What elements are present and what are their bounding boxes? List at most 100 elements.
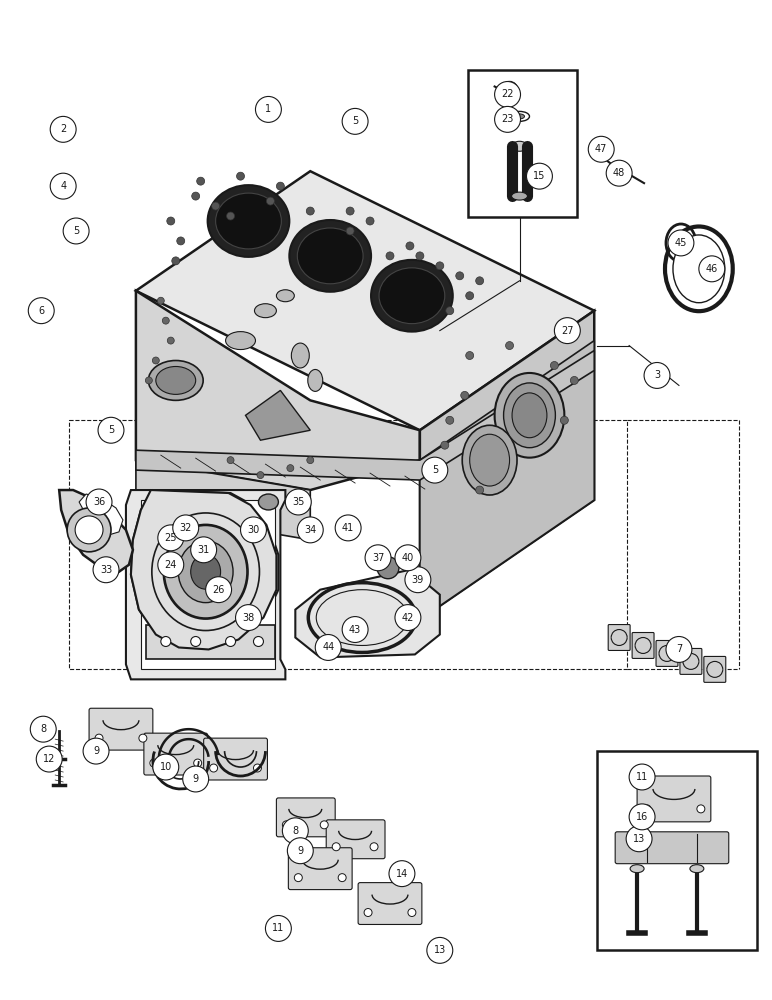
Circle shape <box>157 552 184 578</box>
Circle shape <box>36 746 63 772</box>
Text: 23: 23 <box>501 114 513 124</box>
Circle shape <box>364 909 372 916</box>
Ellipse shape <box>469 434 510 486</box>
Circle shape <box>29 298 54 324</box>
Circle shape <box>253 764 262 772</box>
FancyBboxPatch shape <box>608 625 630 650</box>
Circle shape <box>338 874 346 882</box>
Ellipse shape <box>215 193 281 249</box>
Circle shape <box>86 489 112 515</box>
Polygon shape <box>136 291 420 490</box>
Text: 3: 3 <box>654 370 660 380</box>
FancyBboxPatch shape <box>327 820 385 859</box>
Text: 11: 11 <box>273 923 285 933</box>
Text: 37: 37 <box>372 553 384 563</box>
Circle shape <box>287 465 294 472</box>
Text: 5: 5 <box>432 465 438 475</box>
Text: 31: 31 <box>198 545 210 555</box>
Circle shape <box>283 821 290 829</box>
Text: 36: 36 <box>93 497 105 507</box>
Polygon shape <box>296 570 440 657</box>
Text: 11: 11 <box>636 772 648 782</box>
Circle shape <box>205 577 232 603</box>
Circle shape <box>436 262 444 270</box>
Ellipse shape <box>495 373 564 458</box>
Circle shape <box>366 217 374 225</box>
FancyBboxPatch shape <box>704 656 726 682</box>
Text: 9: 9 <box>297 846 303 856</box>
Polygon shape <box>146 625 276 659</box>
Ellipse shape <box>379 268 445 324</box>
Circle shape <box>257 472 264 479</box>
Ellipse shape <box>308 369 323 391</box>
Circle shape <box>236 172 245 180</box>
Circle shape <box>629 764 655 790</box>
Circle shape <box>560 416 568 424</box>
Text: 2: 2 <box>60 124 66 134</box>
Polygon shape <box>141 500 276 669</box>
Text: 27: 27 <box>561 326 574 336</box>
Circle shape <box>389 861 415 887</box>
Circle shape <box>67 508 111 552</box>
Circle shape <box>50 173 76 199</box>
Ellipse shape <box>191 555 219 588</box>
Circle shape <box>172 257 180 265</box>
Text: 5: 5 <box>108 425 114 435</box>
Ellipse shape <box>191 554 221 589</box>
Ellipse shape <box>151 512 260 632</box>
Circle shape <box>406 242 414 250</box>
Text: 5: 5 <box>73 226 80 236</box>
Circle shape <box>476 486 483 494</box>
Ellipse shape <box>297 228 363 284</box>
Polygon shape <box>136 460 310 540</box>
Circle shape <box>210 764 218 772</box>
Circle shape <box>153 754 179 780</box>
Circle shape <box>294 874 303 882</box>
Text: 38: 38 <box>242 613 255 623</box>
Text: 13: 13 <box>434 945 446 955</box>
Circle shape <box>550 362 558 369</box>
Circle shape <box>666 637 692 662</box>
Circle shape <box>408 909 416 916</box>
Text: 8: 8 <box>40 724 46 734</box>
Circle shape <box>161 637 171 646</box>
Circle shape <box>315 635 341 660</box>
Text: 45: 45 <box>675 238 687 248</box>
Ellipse shape <box>510 111 530 121</box>
FancyBboxPatch shape <box>680 648 702 674</box>
Circle shape <box>63 218 89 244</box>
Text: 47: 47 <box>595 144 608 154</box>
Ellipse shape <box>208 185 290 257</box>
Circle shape <box>495 82 520 107</box>
Ellipse shape <box>673 235 725 303</box>
Circle shape <box>306 457 313 464</box>
Circle shape <box>95 734 103 742</box>
Circle shape <box>370 843 378 851</box>
Ellipse shape <box>259 494 279 510</box>
Text: 1: 1 <box>266 104 272 114</box>
Circle shape <box>335 515 361 541</box>
Circle shape <box>455 272 464 280</box>
Circle shape <box>173 515 198 541</box>
Circle shape <box>476 277 483 285</box>
Circle shape <box>445 416 454 424</box>
Circle shape <box>157 525 184 551</box>
Circle shape <box>241 517 266 543</box>
FancyBboxPatch shape <box>615 832 729 864</box>
Circle shape <box>571 376 578 384</box>
Circle shape <box>629 804 655 830</box>
Circle shape <box>346 227 354 235</box>
Text: 48: 48 <box>613 168 625 178</box>
Circle shape <box>606 160 632 186</box>
Circle shape <box>50 116 76 142</box>
Circle shape <box>441 441 449 449</box>
Circle shape <box>618 165 630 177</box>
Circle shape <box>405 567 431 593</box>
Circle shape <box>643 805 651 813</box>
Circle shape <box>191 637 201 646</box>
Text: 24: 24 <box>164 560 177 570</box>
Bar <box>468 70 577 217</box>
Text: 7: 7 <box>676 644 682 654</box>
Circle shape <box>162 317 169 324</box>
FancyBboxPatch shape <box>637 776 711 822</box>
